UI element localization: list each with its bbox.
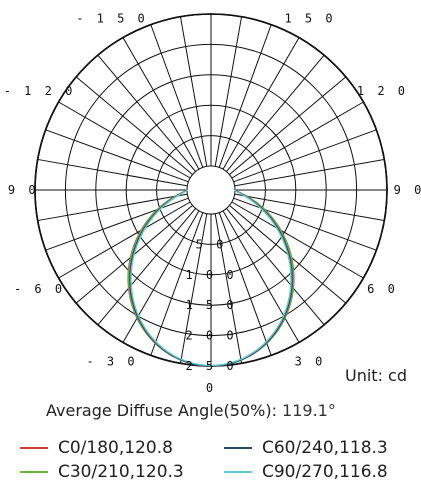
grid-spoke [234, 193, 385, 222]
grid-circle [156, 135, 266, 245]
grid-spoke [45, 129, 189, 183]
grid-spoke [97, 208, 196, 326]
polar-labels: 5 0 1 0 0 1 5 0 2 0 0 2 5 0 0 3 0 - 3 0 6 0 - 6 0… [0, 12, 421, 395]
grid-spoke [226, 54, 325, 172]
legend-swatch [20, 471, 48, 473]
grid-spoke [229, 76, 347, 175]
legend-item-c90: C90/270,116.8 [224, 462, 388, 482]
grid-spoke [231, 101, 364, 179]
polar-chart: 5 0 1 0 0 1 5 0 2 0 0 2 5 0 0 3 0 - 3 0 6 0 - 6 0… [0, 12, 421, 395]
legend-label: C60/240,118.3 [262, 438, 388, 458]
average-diffuse-angle: Average Diffuse Angle(50%): 119.1° [46, 401, 336, 420]
angle-label: - 1 5 0 [76, 12, 148, 26]
legend-item-c30: C30/210,120.3 [20, 462, 184, 482]
grid-spoke [37, 193, 188, 222]
legend-swatch [224, 447, 252, 449]
legend-item-c0: C0/180,120.8 [20, 438, 173, 458]
angle-label: - 6 0 [14, 282, 65, 296]
grid-spoke [214, 16, 243, 167]
grid-spoke [122, 210, 200, 343]
grid-spoke [58, 101, 191, 179]
angle-label: - 9 0 [0, 183, 39, 197]
polar-grid [34, 13, 388, 367]
legend-swatch [224, 471, 252, 473]
angle-label: 9 0 [394, 183, 421, 197]
grid-spoke [222, 210, 300, 343]
angle-label: - 3 0 [86, 354, 137, 368]
grid-spoke [179, 16, 208, 167]
grid-spoke [97, 54, 196, 172]
grid-spoke [179, 213, 208, 364]
angle-label: 6 0 [367, 282, 398, 296]
grid-spoke [218, 24, 272, 168]
radial-tick-label: 5 0 [196, 237, 227, 251]
grid-circle [95, 74, 327, 306]
grid-circle [125, 104, 297, 276]
legend-label: C0/180,120.8 [58, 438, 173, 458]
legend-swatch [20, 447, 48, 449]
angle-label: 1 2 0 [357, 84, 408, 98]
grid-spoke [75, 76, 193, 175]
radial-tick-label: 2 0 0 [185, 329, 236, 343]
grid-spoke [37, 158, 188, 187]
grid-spoke [222, 37, 300, 170]
grid-spoke [233, 197, 377, 251]
angle-label: 1 5 0 [284, 12, 335, 26]
grid-spoke [226, 208, 325, 326]
grid-spoke [234, 158, 385, 187]
grid-inner-circle [186, 165, 236, 215]
angle-label: - 1 2 0 [4, 84, 76, 98]
average-diffuse-angle-label: Average Diffuse Angle(50%): [46, 401, 277, 420]
grid-spoke [150, 24, 204, 168]
radial-tick-label: 2 5 0 [185, 359, 236, 373]
legend-item-c60: C60/240,118.3 [224, 438, 388, 458]
grid-spoke [150, 212, 204, 356]
grid-spoke [231, 201, 364, 279]
grid-spoke [218, 212, 272, 356]
grid-spoke [45, 197, 189, 251]
grid-spoke [58, 201, 191, 279]
average-diffuse-angle-value: 119.1° [282, 401, 336, 420]
angle-label: 0 [206, 381, 216, 395]
legend-label: C90/270,116.8 [262, 462, 388, 482]
grid-spoke [122, 37, 200, 170]
intensity-curves [127, 189, 295, 367]
grid-circle [64, 43, 358, 337]
angle-label: 3 0 [295, 354, 326, 368]
legend-label: C30/210,120.3 [58, 462, 184, 482]
unit-label: Unit: cd [345, 366, 407, 385]
radial-tick-label: 1 5 0 [185, 298, 236, 312]
grid-spoke [214, 213, 243, 364]
grid-spoke [233, 129, 377, 183]
intensity-curve-3 [130, 189, 292, 367]
radial-tick-label: 1 0 0 [185, 268, 236, 282]
